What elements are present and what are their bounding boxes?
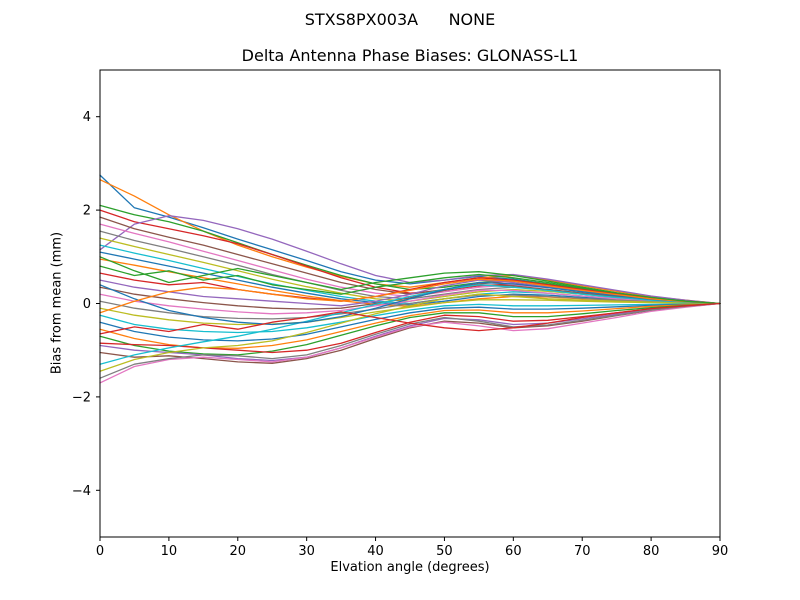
series-line-29 xyxy=(99,293,721,372)
series-line-28 xyxy=(99,302,721,379)
x-tick-label: 0 xyxy=(96,544,104,559)
series-line-1 xyxy=(99,174,721,305)
x-tick-label: 90 xyxy=(712,544,729,559)
y-tick-label: −4 xyxy=(72,484,91,499)
series-line-23 xyxy=(99,302,721,356)
series-line-20 xyxy=(99,302,721,334)
figure-title: STXS8PX003A NONE xyxy=(304,10,496,29)
axes-title: Delta Antenna Phase Biases: GLONASS-L1 xyxy=(241,46,579,65)
y-tick-label: 0 xyxy=(83,297,91,312)
x-tick-label: 80 xyxy=(643,544,660,559)
x-tick-label: 70 xyxy=(574,544,591,559)
y-tick-label: −2 xyxy=(72,390,91,405)
series-line-17 xyxy=(99,289,721,315)
x-tick-label: 10 xyxy=(161,544,178,559)
series-line-2 xyxy=(99,179,721,305)
series-line-19 xyxy=(99,299,721,326)
x-tick-label: 20 xyxy=(230,544,247,559)
y-tick-label: 4 xyxy=(83,110,91,125)
y-tick-label: 2 xyxy=(83,204,91,219)
x-tick-label: 40 xyxy=(367,544,384,559)
x-tick-label: 50 xyxy=(436,544,453,559)
x-tick-label: 60 xyxy=(505,544,522,559)
series-line-30 xyxy=(99,284,721,365)
series-line-21 xyxy=(99,302,721,342)
x-axis-label: Elvation angle (degrees) xyxy=(330,560,490,575)
series-line-27 xyxy=(99,302,721,384)
series-line-16 xyxy=(99,284,721,310)
x-tick-label: 30 xyxy=(298,544,315,559)
series-line-18 xyxy=(99,294,721,320)
series-line-34 xyxy=(99,302,721,335)
series-line-32 xyxy=(99,278,721,314)
series-line-31 xyxy=(99,281,721,326)
y-axis-label: Bias from mean (mm) xyxy=(49,231,65,375)
series-line-33 xyxy=(99,256,721,305)
